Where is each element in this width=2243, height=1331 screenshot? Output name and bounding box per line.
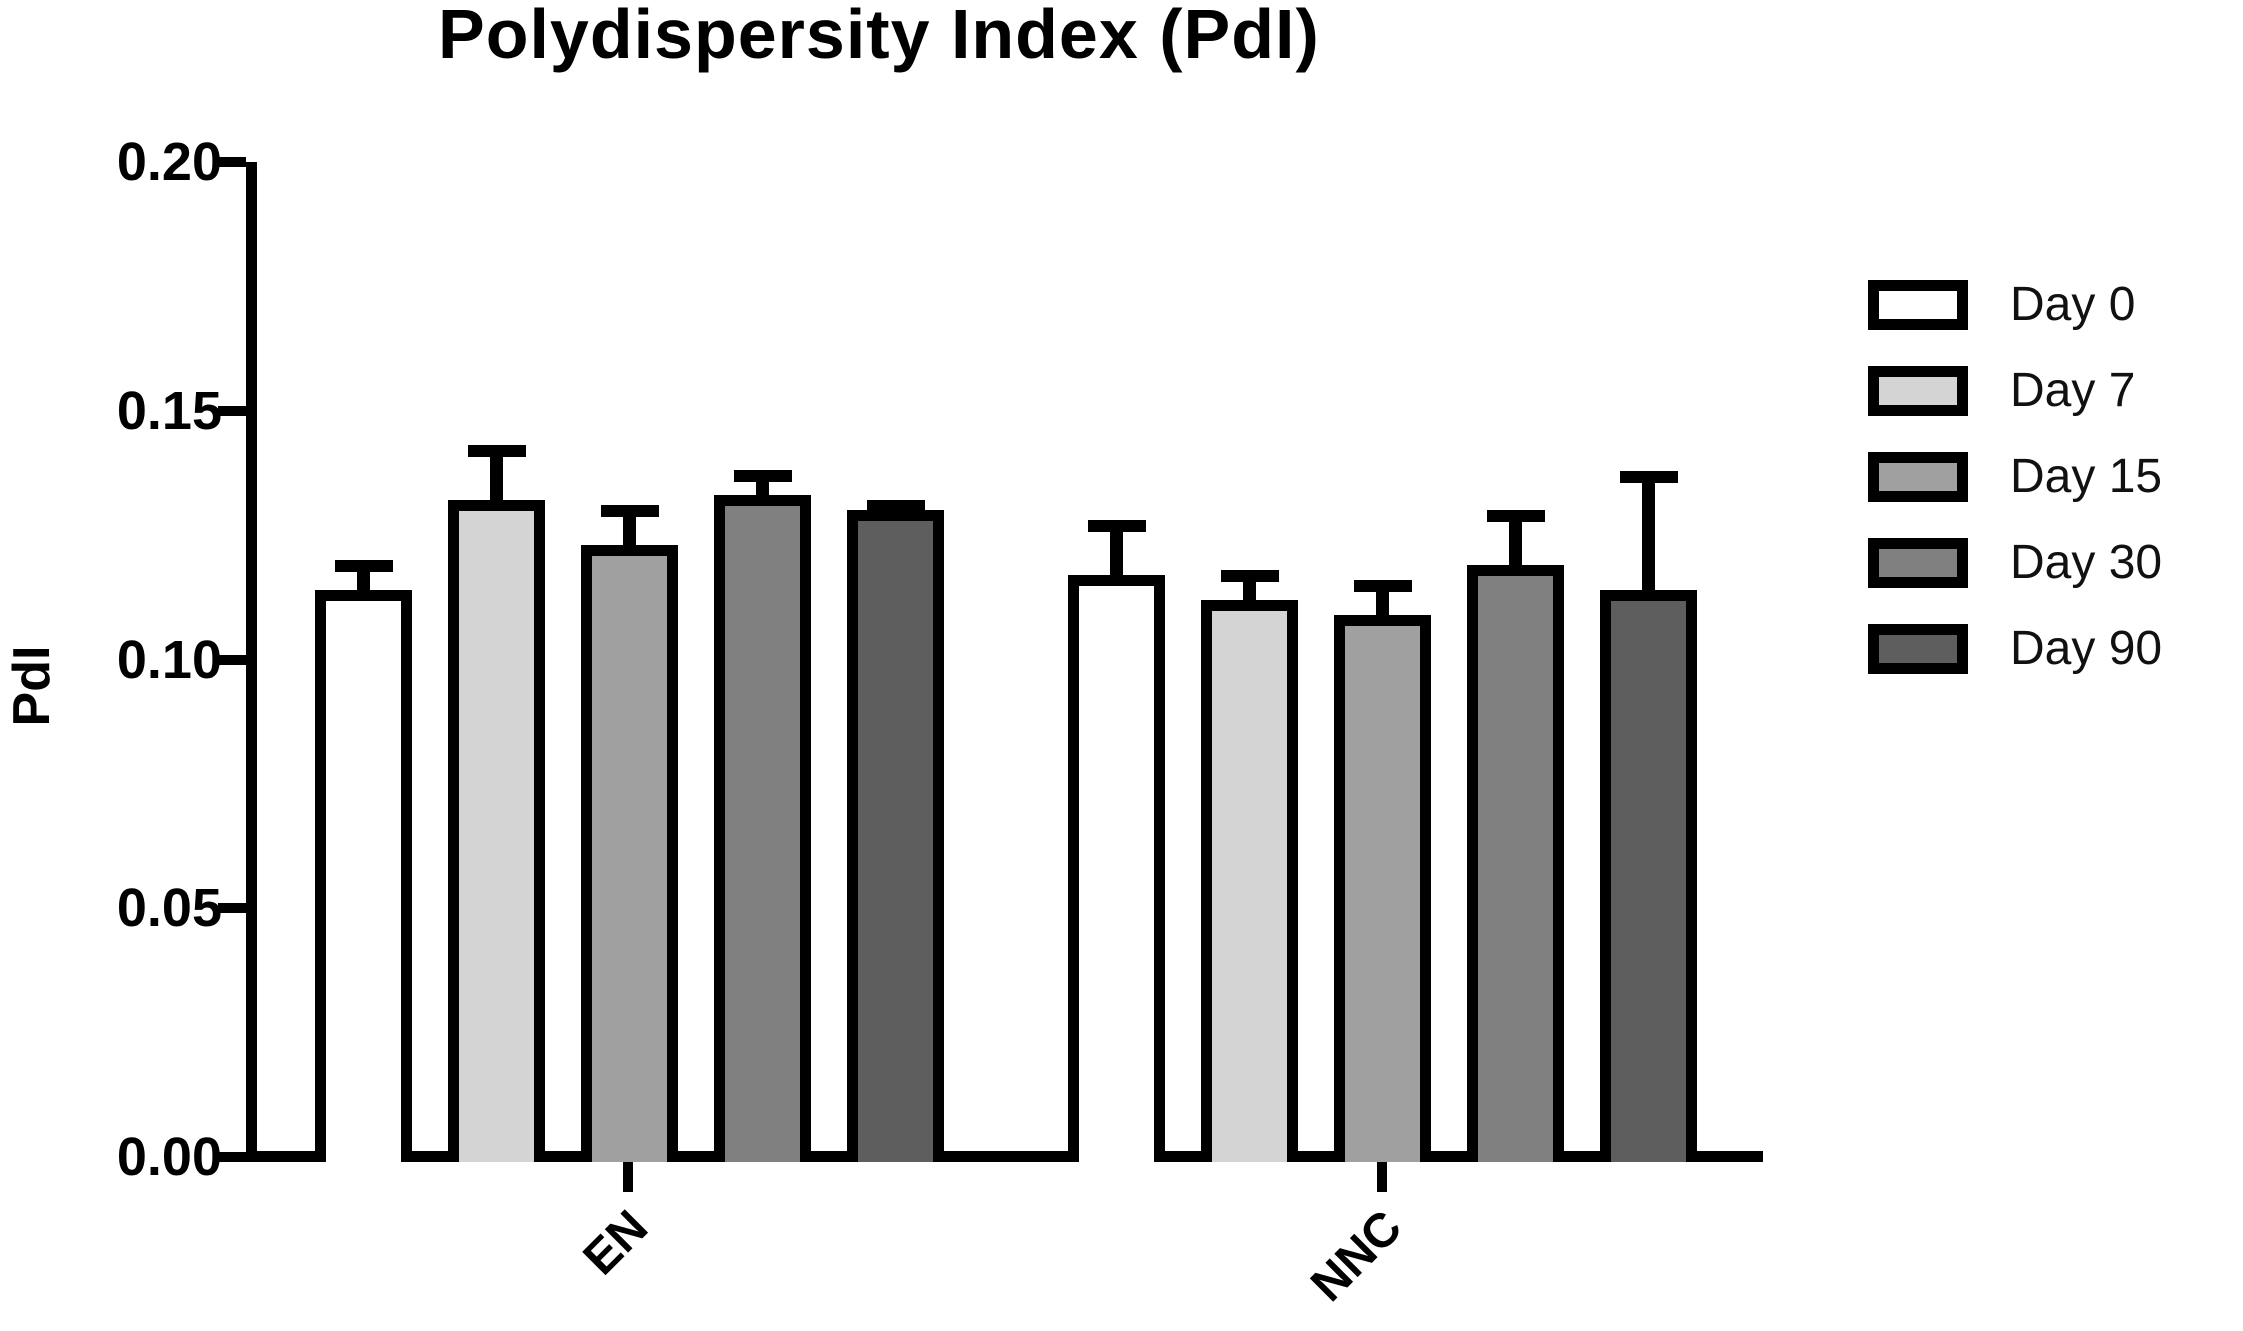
x-axis-group-label: EN (573, 1200, 659, 1286)
error-bar-stem (357, 566, 370, 601)
y-tick (218, 1152, 246, 1162)
y-tick (218, 903, 246, 913)
legend-label: Day 90 (2010, 622, 2163, 675)
x-tick (1377, 1162, 1387, 1192)
error-bar-cap (1087, 520, 1146, 532)
error-bar-cap (866, 500, 925, 512)
legend-label: Day 7 (2010, 364, 2136, 417)
legend-swatch-Day-0 (1868, 280, 1968, 330)
legend-swatch-Day-7 (1868, 366, 1968, 416)
error-bar-stem (1509, 516, 1522, 576)
y-tick-label: 0.05 (116, 878, 222, 938)
y-tick-label: 0.15 (116, 381, 222, 441)
legend-swatch-Day-30 (1868, 538, 1968, 588)
y-tick (218, 655, 246, 665)
x-tick (623, 1162, 633, 1192)
error-bar-cap (1486, 510, 1545, 522)
bar-NNC-Day-0 (1068, 575, 1165, 1162)
x-axis-line (246, 1151, 1763, 1162)
y-tick-label: 0.00 (116, 1127, 222, 1187)
chart-title: Polydispersity Index (PdI) (438, 0, 1320, 73)
error-bar-stem (623, 511, 636, 556)
error-bar-stem (1243, 576, 1256, 611)
legend-label: Day 15 (2010, 450, 2163, 503)
error-bar-stem (756, 476, 769, 506)
y-tick-label: 0.20 (116, 132, 222, 192)
error-bar-cap (1619, 471, 1678, 483)
error-bar-stem (1110, 526, 1123, 586)
error-bar-cap (1353, 580, 1412, 592)
y-tick (218, 157, 246, 167)
bar-NNC-Day-15 (1334, 615, 1431, 1162)
legend-label: Day 30 (2010, 536, 2163, 589)
legend-label: Day 0 (2010, 278, 2136, 331)
bar-NNC-Day-7 (1201, 600, 1298, 1162)
error-bar-stem (1376, 586, 1389, 626)
y-axis-line (246, 162, 257, 1162)
legend-swatch-Day-90 (1868, 624, 1968, 674)
y-tick-label: 0.10 (116, 630, 222, 690)
bar-NNC-Day-90 (1600, 590, 1697, 1162)
bar-EN-Day-30 (714, 495, 811, 1162)
error-bar-stem (490, 451, 503, 511)
legend-swatch-Day-15 (1868, 452, 1968, 502)
bar-EN-Day-7 (448, 500, 545, 1162)
bar-EN-Day-90 (847, 510, 944, 1162)
error-bar-cap (467, 445, 526, 457)
error-bar-cap (334, 560, 393, 572)
bar-NNC-Day-30 (1467, 565, 1564, 1162)
y-tick (218, 406, 246, 416)
bar-EN-Day-15 (581, 545, 678, 1162)
bar-EN-Day-0 (315, 590, 412, 1162)
error-bar-cap (733, 470, 792, 482)
error-bar-stem (1642, 477, 1655, 601)
x-axis-group-label: NNC (1301, 1200, 1413, 1312)
error-bar-cap (600, 505, 659, 517)
error-bar-cap (1220, 570, 1279, 582)
